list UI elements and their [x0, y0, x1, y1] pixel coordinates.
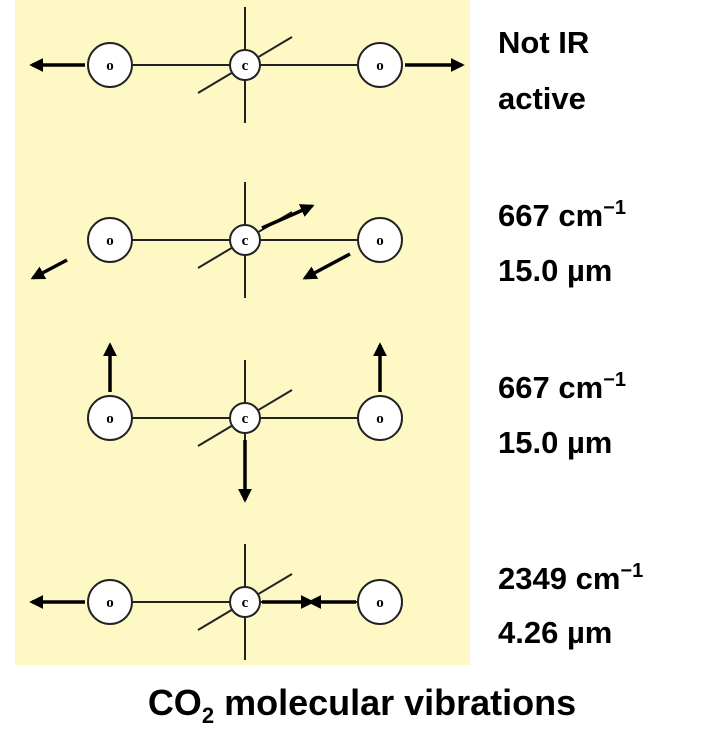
arrow [261, 204, 315, 230]
mode-label: 2349 cm−1 [498, 560, 643, 596]
mode-label: active [498, 81, 586, 116]
label-text: 2349 cm [498, 561, 620, 596]
atom-label: c [242, 233, 249, 249]
mode-label: 667 cm−1 [498, 197, 626, 233]
mode-label: 15.0 µm [498, 425, 612, 460]
mode-label: 15.0 µm [498, 253, 612, 288]
atom [357, 395, 403, 441]
atom [229, 586, 261, 618]
atom [87, 217, 133, 263]
atom-label: c [242, 595, 249, 611]
atom [229, 49, 261, 81]
atom [87, 579, 133, 625]
atom-label: o [106, 411, 114, 427]
atom-label: o [376, 595, 384, 611]
label-sup: −1 [620, 560, 643, 582]
label-sup: −1 [603, 197, 626, 219]
label-text: 667 cm [498, 370, 603, 405]
label-text: 4.26 µm [498, 615, 612, 650]
atom-label: o [376, 411, 384, 427]
title: CO2 molecular vibrations [148, 682, 576, 728]
atom-label: o [106, 595, 114, 611]
atom-label: o [106, 58, 114, 74]
atom [357, 42, 403, 88]
atom [357, 579, 403, 625]
label-text: 667 cm [498, 198, 603, 233]
atom [357, 217, 403, 263]
atom [87, 42, 133, 88]
atom-label: o [106, 233, 114, 249]
atom-label: c [242, 411, 249, 427]
atom-label: o [376, 58, 384, 74]
label-text: active [498, 81, 586, 116]
mode-label: Not IR [498, 25, 589, 60]
arrow [30, 258, 68, 280]
atom-label: c [242, 58, 249, 74]
mode-label: 667 cm−1 [498, 369, 626, 405]
label-sup: −1 [603, 369, 626, 391]
label-text: 15.0 µm [498, 425, 612, 460]
atom [87, 395, 133, 441]
panel [15, 0, 470, 665]
atom-label: o [376, 233, 384, 249]
atom [229, 402, 261, 434]
label-text: 15.0 µm [498, 253, 612, 288]
label-text: Not IR [498, 25, 589, 60]
mode-label: 4.26 µm [498, 615, 612, 650]
arrow [302, 252, 351, 280]
atom [229, 224, 261, 256]
